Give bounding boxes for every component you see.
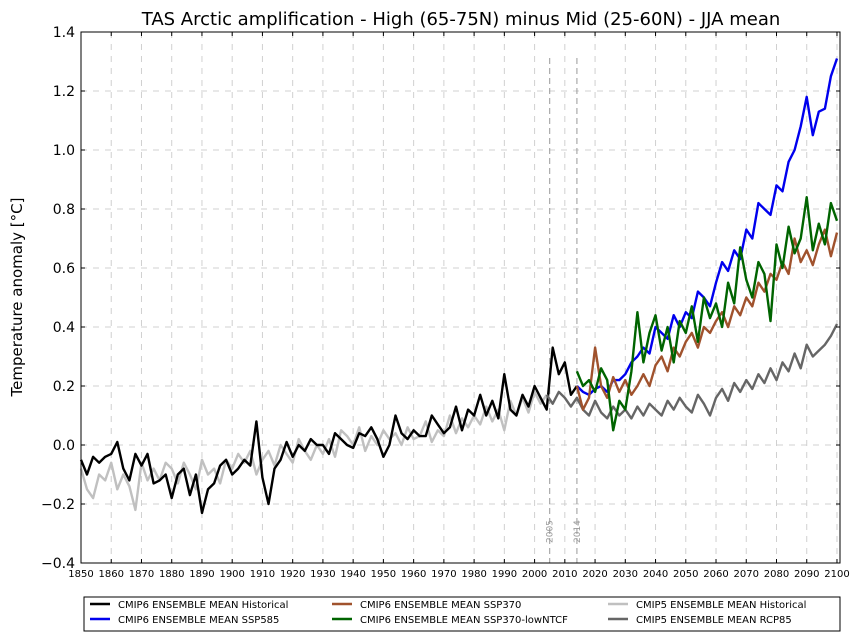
legend-label: CMIP6 ENSEMBLE MEAN SSP585 bbox=[118, 615, 279, 626]
y-tick-label: 1.4 bbox=[53, 25, 75, 41]
series-line bbox=[575, 196, 839, 432]
x-tick-label: 2080 bbox=[764, 569, 789, 580]
x-tick-label: 2040 bbox=[643, 569, 668, 580]
chart-title: TAS Arctic amplification - High (65-75N)… bbox=[141, 9, 781, 30]
x-tick-label: 1940 bbox=[340, 569, 365, 580]
y-tick-label: 0.4 bbox=[53, 320, 75, 336]
y-tick-label: −0.4 bbox=[41, 556, 75, 572]
series-line bbox=[575, 228, 839, 411]
x-tick-label: 1870 bbox=[129, 569, 154, 580]
x-tick-label: 1900 bbox=[219, 569, 244, 580]
y-axis-label: Temperature anomaly [°C] bbox=[8, 198, 26, 398]
x-tick-label: 2050 bbox=[673, 569, 698, 580]
x-tick-label: 1970 bbox=[431, 569, 456, 580]
legend-box bbox=[83, 596, 841, 632]
x-tick-label: 2030 bbox=[613, 569, 638, 580]
legend: CMIP6 ENSEMBLE MEAN Historical CMIP6 ENSE… bbox=[83, 596, 841, 632]
x-tick-label: 1930 bbox=[310, 569, 335, 580]
plot-frame bbox=[80, 31, 841, 564]
x-tick-label: 2020 bbox=[582, 569, 607, 580]
x-tick-label: 2000 bbox=[522, 569, 547, 580]
y-tick-label: −0.2 bbox=[41, 497, 75, 513]
y-tick-label: 0.8 bbox=[53, 202, 75, 218]
x-tick-label: 1880 bbox=[159, 569, 184, 580]
y-tick-label: 0.2 bbox=[53, 379, 75, 395]
vertical-marker-label: 2014 bbox=[573, 520, 583, 543]
legend-label: CMIP5 ENSEMBLE MEAN RCP85 bbox=[636, 615, 792, 626]
y-tick-label: 1.0 bbox=[53, 143, 75, 159]
y-tick-labels: −0.4 −0.2 0.0 0.2 0.4 0.6 0.8 1.0 1.2 1.4 bbox=[41, 25, 75, 572]
legend-label: CMIP6 ENSEMBLE MEAN Historical bbox=[118, 600, 288, 611]
x-tick-labels: 1850 1860 1870 1880 1890 1900 1910 1920 1930 1940… bbox=[68, 569, 849, 580]
y-tick-label: 0.6 bbox=[53, 261, 75, 277]
y-tick-label: 1.2 bbox=[53, 84, 75, 100]
vertical-marker-label: 2005 bbox=[546, 520, 556, 543]
series-line bbox=[79, 390, 548, 512]
x-tick-label: 2070 bbox=[734, 569, 759, 580]
x-tick-label: 1920 bbox=[280, 569, 305, 580]
x-tick-label: 1950 bbox=[371, 569, 396, 580]
x-tick-label: 2090 bbox=[794, 569, 819, 580]
x-tick-label: 1910 bbox=[250, 569, 275, 580]
x-tick-label: 1890 bbox=[189, 569, 214, 580]
series-line bbox=[576, 58, 839, 396]
axis-ticks bbox=[80, 31, 840, 564]
x-tick-label: 2060 bbox=[703, 569, 728, 580]
x-tick-label: 2010 bbox=[552, 569, 577, 580]
legend-label: CMIP5 ENSEMBLE MEAN Historical bbox=[636, 600, 806, 611]
x-tick-label: 1960 bbox=[401, 569, 426, 580]
y-tick-label: 0.0 bbox=[53, 438, 75, 454]
legend-label: CMIP6 ENSEMBLE MEAN SSP370-lowNTCF bbox=[360, 615, 568, 626]
series-line bbox=[545, 323, 839, 420]
x-tick-label: 1850 bbox=[68, 569, 93, 580]
x-tick-label: 2100 bbox=[824, 569, 849, 580]
grid-lines bbox=[81, 32, 840, 563]
legend-label: CMIP6 ENSEMBLE MEAN SSP370 bbox=[360, 600, 521, 611]
x-tick-label: 1990 bbox=[492, 569, 517, 580]
x-tick-label: 1860 bbox=[99, 569, 124, 580]
vertical-markers: 2005 2014 bbox=[546, 58, 583, 563]
series-line bbox=[79, 346, 578, 515]
x-tick-label: 1980 bbox=[461, 569, 486, 580]
series-lines bbox=[79, 58, 839, 515]
